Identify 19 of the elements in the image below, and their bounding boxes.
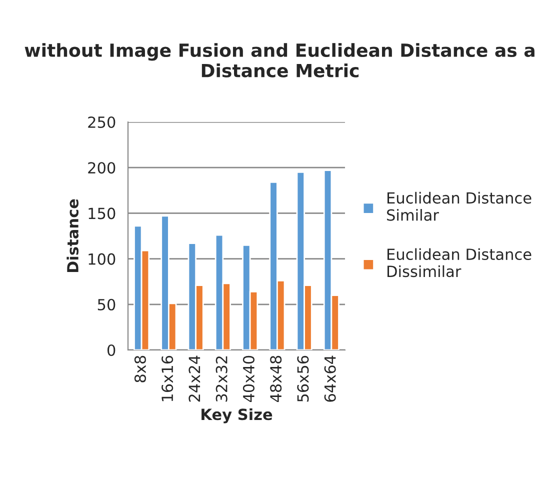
- x-axis-title: Key Size: [202, 408, 272, 424]
- x-tick-label: 32x32: [216, 356, 228, 402]
- y-tick-label: 150: [88, 208, 116, 220]
- y-tick-label: 200: [88, 162, 116, 174]
- legend-label: Euclidean Distance Similar: [387, 192, 532, 221]
- y-tick-label: 50: [98, 298, 116, 310]
- legend-label: Euclidean Distance Dissimilar: [388, 248, 532, 278]
- x-tick-label: 48x48: [270, 356, 282, 402]
- x-tick-label: 40x40: [242, 356, 254, 402]
- y-tick-label: 100: [88, 253, 116, 265]
- x-tick-label: 16x16: [162, 356, 174, 402]
- x-tick-label: 8x8: [134, 356, 146, 382]
- x-tick-label: 64x64: [324, 356, 336, 402]
- chart-title: without Image Fusion and Euclidean Distance as a Distance Metric: [24, 43, 534, 78]
- x-tick-label: 56x56: [297, 356, 309, 402]
- y-tick-label: 250: [88, 116, 116, 128]
- x-tick-label: 24x24: [188, 356, 200, 402]
- y-tick-label: 0: [107, 344, 116, 356]
- y-axis-title: Distance: [66, 199, 79, 272]
